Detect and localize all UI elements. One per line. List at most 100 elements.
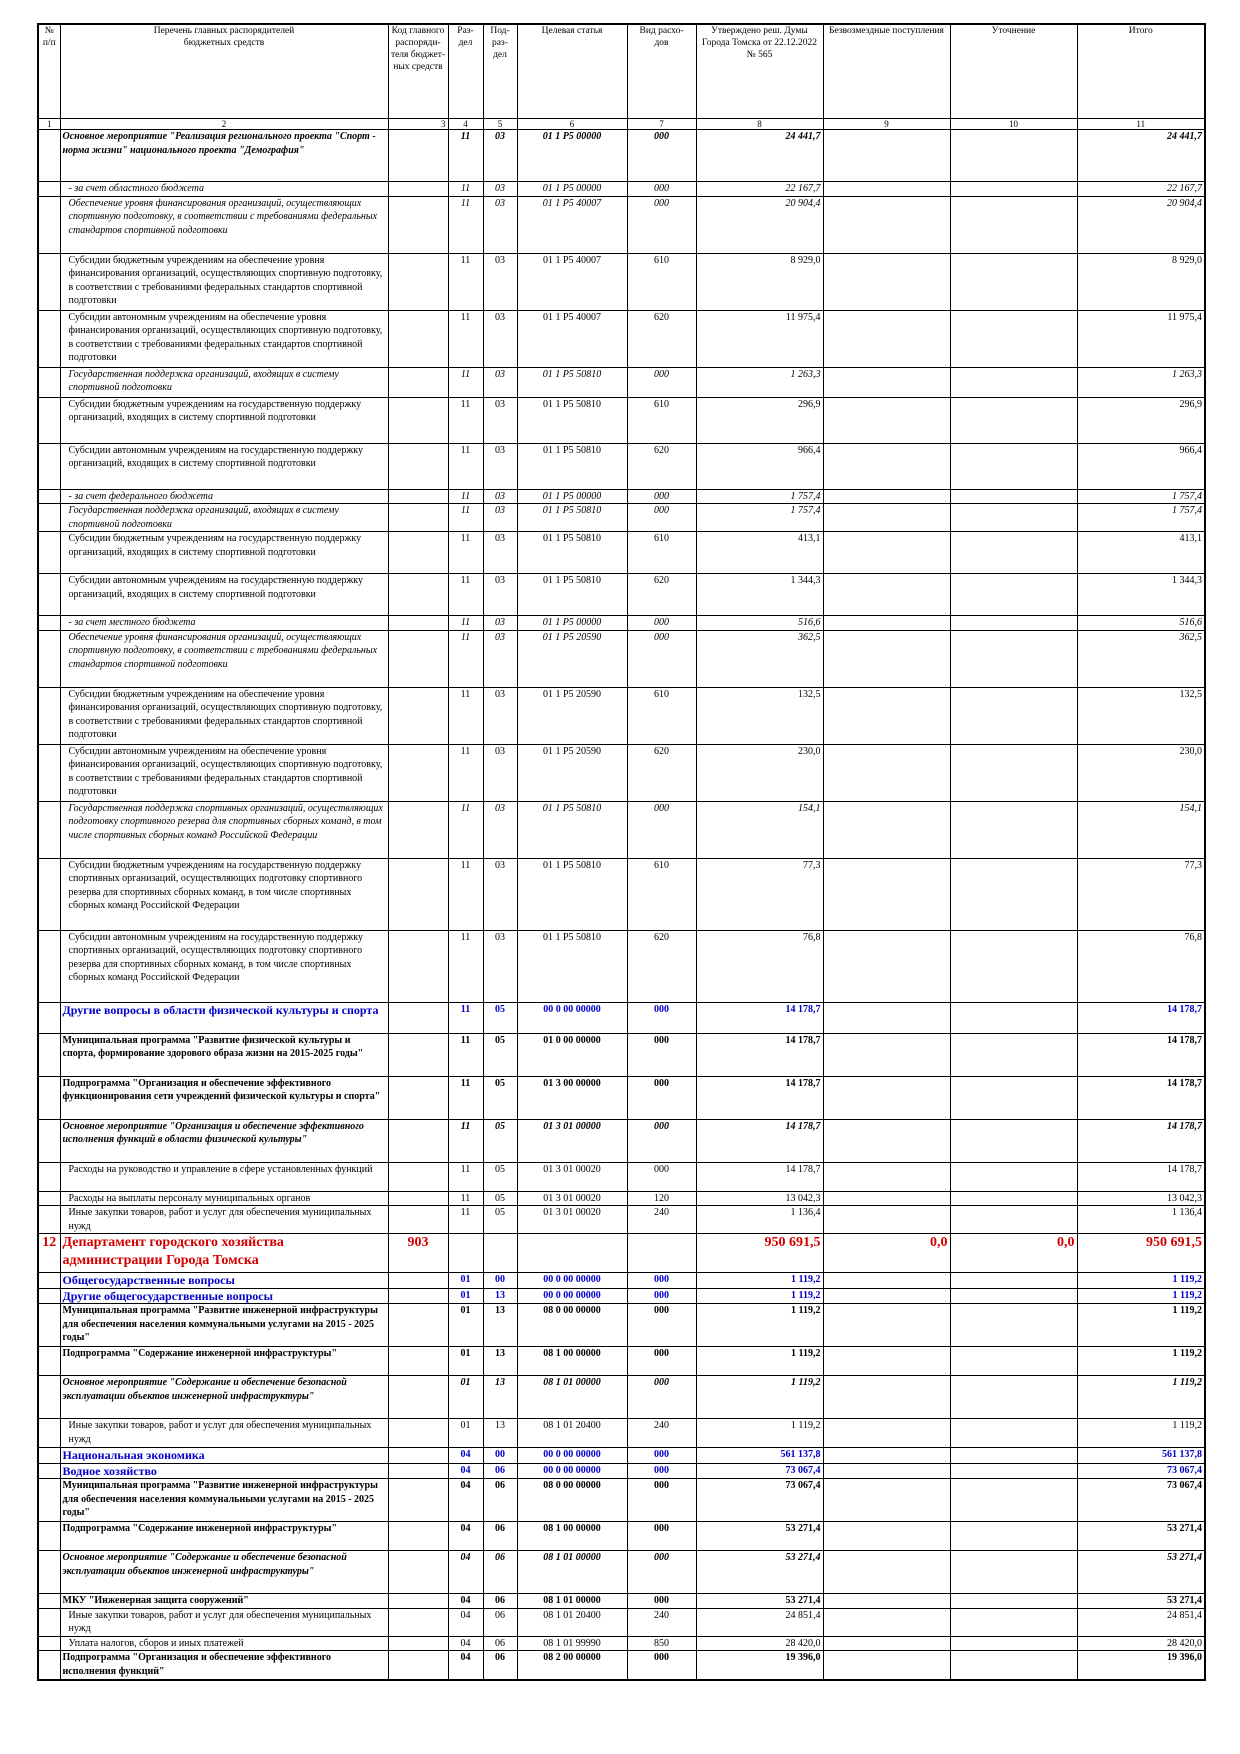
approved-amount-cell: 132,5	[695, 686, 824, 745]
approved-amount-cell: 77,3	[695, 857, 824, 931]
target-article-cell: 01 1 P5 00000	[516, 615, 628, 631]
subsection-cell	[482, 1233, 518, 1273]
expense-type-cell: 000	[626, 1593, 697, 1609]
section-cell: 01	[447, 1418, 484, 1448]
expense-type-cell: 000	[626, 1463, 697, 1479]
total-cell: 1 119,2	[1076, 1288, 1206, 1304]
target-article-cell: 08 0 00 00000	[516, 1303, 628, 1347]
table-row: Уплата налогов, сборов и иных платежей 04…	[37, 1635, 1206, 1651]
expense-type-cell: 000	[626, 181, 697, 197]
grant-receipts-cell	[822, 1463, 951, 1479]
expense-type-cell: 000	[626, 1075, 697, 1120]
header-cell: № п/п	[37, 23, 61, 119]
subsection-cell: 06	[482, 1550, 518, 1594]
table-row: Основное мероприятие "Содержание и обесп…	[37, 1375, 1206, 1419]
manager-code-cell	[387, 531, 449, 574]
grant-receipts-cell	[822, 1418, 951, 1448]
total-cell: 1 263,3	[1076, 366, 1206, 398]
adjustment-cell	[949, 366, 1078, 398]
total-cell: 362,5	[1076, 629, 1206, 688]
total-cell: 73 067,4	[1076, 1463, 1206, 1479]
column-number: 2	[59, 118, 389, 130]
grant-receipts-cell	[822, 252, 951, 311]
row-number-cell	[37, 929, 61, 1003]
expense-type-cell: 000	[626, 1118, 697, 1163]
section-cell: 11	[447, 686, 484, 745]
expense-type-cell: 610	[626, 686, 697, 745]
column-number: 8	[695, 118, 824, 130]
row-number-cell	[37, 800, 61, 859]
approved-amount-cell: 20 904,4	[695, 195, 824, 254]
total-cell: 1 119,2	[1076, 1375, 1206, 1419]
expense-type-cell: 000	[626, 1272, 697, 1289]
section-cell: 04	[447, 1650, 484, 1680]
approved-amount-cell: 73 067,4	[695, 1463, 824, 1479]
item-name-cell: Субсидии автономным учреждениям на госуд…	[59, 573, 389, 616]
adjustment-cell	[949, 615, 1078, 631]
item-name-cell: Департамент городского хозяйства админис…	[59, 1233, 389, 1273]
adjustment-cell	[949, 1521, 1078, 1551]
budget-table: № п/п Перечень главных распорядителей бю…	[37, 23, 1206, 1681]
section-cell: 11	[447, 195, 484, 254]
grant-receipts-cell	[822, 929, 951, 1003]
adjustment-cell	[949, 1593, 1078, 1609]
table-row: Субсидии бюджетным учреждениям на обеспе…	[37, 252, 1206, 311]
column-number: 7	[626, 118, 697, 130]
target-article-cell: 01 1 P5 50810	[516, 503, 628, 532]
total-cell: 14 178,7	[1076, 1118, 1206, 1163]
row-number-cell	[37, 1161, 61, 1192]
section-cell: 11	[447, 1075, 484, 1120]
manager-code-cell	[387, 1190, 449, 1206]
total-cell: 1 119,2	[1076, 1303, 1206, 1347]
manager-code-cell	[387, 1607, 449, 1637]
subsection-cell: 06	[482, 1607, 518, 1637]
expense-type-cell: 000	[626, 1550, 697, 1594]
item-name-cell: - за счет областного бюджета	[59, 181, 389, 197]
row-number-cell	[37, 1650, 61, 1680]
adjustment-cell	[949, 1303, 1078, 1347]
approved-amount-cell: 966,4	[695, 442, 824, 490]
expense-type-cell: 240	[626, 1418, 697, 1448]
target-article-cell: 01 1 P5 20590	[516, 743, 628, 802]
adjustment-cell	[949, 1032, 1078, 1077]
subsection-cell: 13	[482, 1346, 518, 1376]
grant-receipts-cell	[822, 1650, 951, 1680]
subsection-cell: 03	[482, 442, 518, 490]
grant-receipts-cell	[822, 1272, 951, 1289]
subsection-cell: 03	[482, 181, 518, 197]
adjustment-cell	[949, 1375, 1078, 1419]
expense-type-cell: 240	[626, 1607, 697, 1637]
grant-receipts-cell	[822, 1375, 951, 1419]
row-number-cell	[37, 181, 61, 197]
adjustment-cell	[949, 1418, 1078, 1448]
row-number-cell	[37, 1303, 61, 1347]
grant-receipts-cell	[822, 1303, 951, 1347]
adjustment-cell	[949, 1635, 1078, 1651]
target-article-cell: 08 1 01 00000	[516, 1375, 628, 1419]
expense-type-cell: 000	[626, 1161, 697, 1192]
grant-receipts-cell	[822, 181, 951, 197]
approved-amount-cell: 53 271,4	[695, 1550, 824, 1594]
header-cell: Код главного распоряди- теля бюджет- ных…	[387, 23, 449, 119]
item-name-cell: Подпрограмма "Содержание инженерной инфр…	[59, 1521, 389, 1551]
subsection-cell: 03	[482, 615, 518, 631]
row-number-cell	[37, 309, 61, 368]
expense-type-cell: 610	[626, 396, 697, 444]
adjustment-cell	[949, 857, 1078, 931]
grant-receipts-cell	[822, 1161, 951, 1192]
manager-code-cell	[387, 252, 449, 311]
target-article-cell: 01 1 P5 20590	[516, 686, 628, 745]
row-number-cell	[37, 1463, 61, 1479]
manager-code-cell	[387, 1635, 449, 1651]
table-row: Основное мероприятие "Реализация региона…	[37, 129, 1206, 182]
section-cell: 11	[447, 503, 484, 532]
approved-amount-cell: 230,0	[695, 743, 824, 802]
item-name-cell: Основное мероприятие "Организация и обес…	[59, 1118, 389, 1163]
manager-code-cell	[387, 686, 449, 745]
total-cell: 230,0	[1076, 743, 1206, 802]
adjustment-cell	[949, 629, 1078, 688]
approved-amount-cell: 22 167,7	[695, 181, 824, 197]
header-cell: Утверждено реш. Думы Города Томска от 22…	[695, 23, 824, 119]
table-row: Другие общегосударственные вопросы 01 13 00…	[37, 1288, 1206, 1304]
total-cell: 966,4	[1076, 442, 1206, 490]
